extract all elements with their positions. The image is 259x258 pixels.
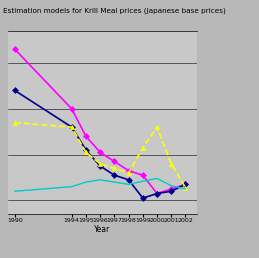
X-axis label: Year: Year xyxy=(94,225,110,234)
Text: Estimation models for Krill Meal prices (Japanese base prices): Estimation models for Krill Meal prices … xyxy=(3,8,225,14)
